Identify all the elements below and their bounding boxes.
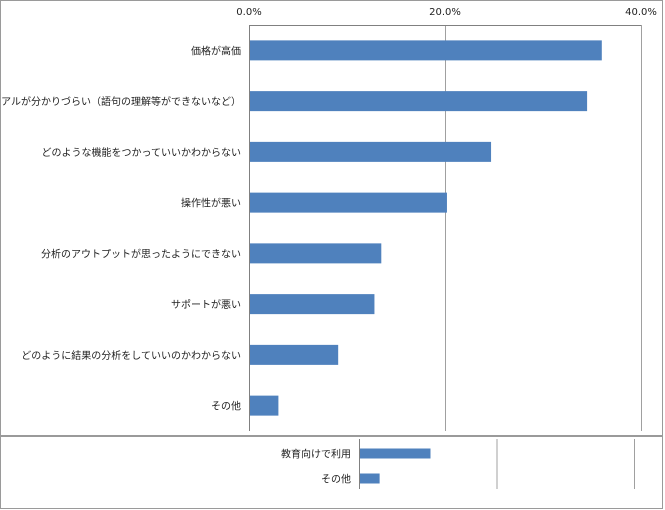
sub-chart-frame: 教育向けで利用その他 xyxy=(0,436,663,509)
category-label: 分析のアウトプットが思ったようにできない xyxy=(41,247,241,260)
bar xyxy=(360,448,431,459)
bar xyxy=(250,243,382,264)
bar xyxy=(250,141,492,162)
x-tick-label: 0.0% xyxy=(236,7,261,18)
category-label: 価格が高価 xyxy=(191,44,241,57)
x-tick-label: 40.0% xyxy=(625,7,657,18)
category-label: 操作性が悪い xyxy=(181,197,241,210)
category-label: その他 xyxy=(211,400,241,413)
bar xyxy=(250,91,588,112)
category-label: サポートが悪い xyxy=(171,298,241,311)
bar xyxy=(360,473,380,484)
bar xyxy=(250,294,375,315)
main-bar-chart: 0.0% 20.0% 40.0% 価格が高価マニュアルが分かりづらい（語句の理解等がで… xyxy=(1,7,657,431)
category-label: どのような機能をつかっていいかわからない xyxy=(42,146,242,159)
bar xyxy=(250,344,339,365)
main-chart-frame: 0.0% 20.0% 40.0% 価格が高価マニュアルが分かりづらい（語句の理解等がで… xyxy=(0,0,663,436)
category-label: どのように結果の分析をしていいのかわからない xyxy=(21,349,241,362)
bar xyxy=(250,192,447,213)
category-label: 教育向けで利用 xyxy=(281,448,351,461)
bar xyxy=(250,40,602,61)
x-tick-label: 20.0% xyxy=(429,7,461,18)
category-label: その他 xyxy=(321,473,351,486)
bar xyxy=(250,395,279,416)
category-label: マニュアルが分かりづらい（語句の理解等ができないなど） xyxy=(1,95,241,108)
